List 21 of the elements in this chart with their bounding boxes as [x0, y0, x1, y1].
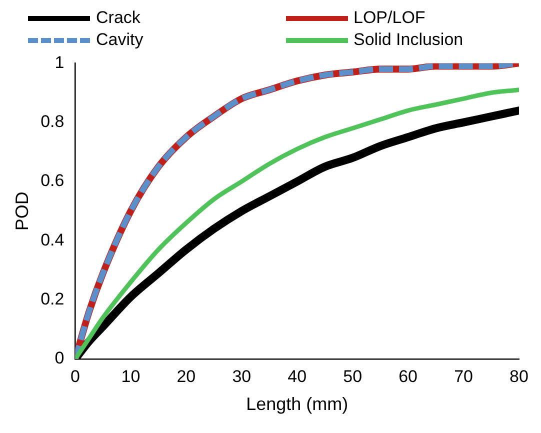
x-tick-label: 20 [176, 366, 196, 386]
legend-label: Solid Inclusion [354, 30, 464, 50]
x-tick-label: 0 [70, 366, 80, 386]
x-tick-label: 80 [510, 366, 528, 386]
y-tick-label: 1 [54, 52, 64, 72]
x-tick-label: 30 [232, 366, 252, 386]
y-tick-label: 0.4 [40, 230, 64, 250]
legend-label: Crack [96, 8, 140, 28]
x-tick-label: 70 [454, 366, 473, 386]
x-axis-title: Length (mm) [246, 394, 348, 414]
y-tick-label: 0.2 [40, 290, 64, 309]
x-tick-label: 50 [343, 366, 362, 386]
x-tick-label: 40 [288, 366, 307, 386]
y-tick-label: 0.8 [40, 112, 64, 132]
legend-label: Cavity [96, 30, 144, 50]
x-tick-label: 10 [121, 366, 140, 386]
legend-label: LOP/LOF [354, 8, 426, 28]
y-axis-title: POD [12, 192, 32, 231]
y-tick-label: 0 [54, 348, 64, 368]
x-tick-label: 60 [398, 366, 418, 386]
y-tick-label: 0.6 [40, 171, 64, 190]
